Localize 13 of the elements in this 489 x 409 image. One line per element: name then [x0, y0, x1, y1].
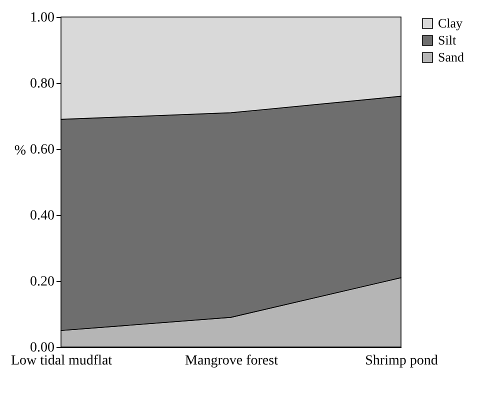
y-tick-label: 0.20 [30, 274, 54, 290]
y-tick-label: 0.40 [30, 208, 54, 224]
legend-label: Sand [438, 50, 464, 64]
y-tick-label: 1.00 [30, 10, 54, 26]
x-tick-label: Mangrove forest [185, 354, 278, 368]
y-axis-title: % [14, 144, 26, 158]
x-tick-label: Low tidal mudflat [10, 354, 112, 368]
y-tick-label: 0.60 [30, 142, 54, 158]
y-tick-label: 0.00 [30, 340, 54, 356]
x-tick-label: Shrimp pond [365, 354, 438, 368]
y-tick-label: 0.80 [30, 76, 54, 92]
legend-label: Silt [438, 32, 456, 48]
legend-label: Clay [438, 16, 464, 30]
